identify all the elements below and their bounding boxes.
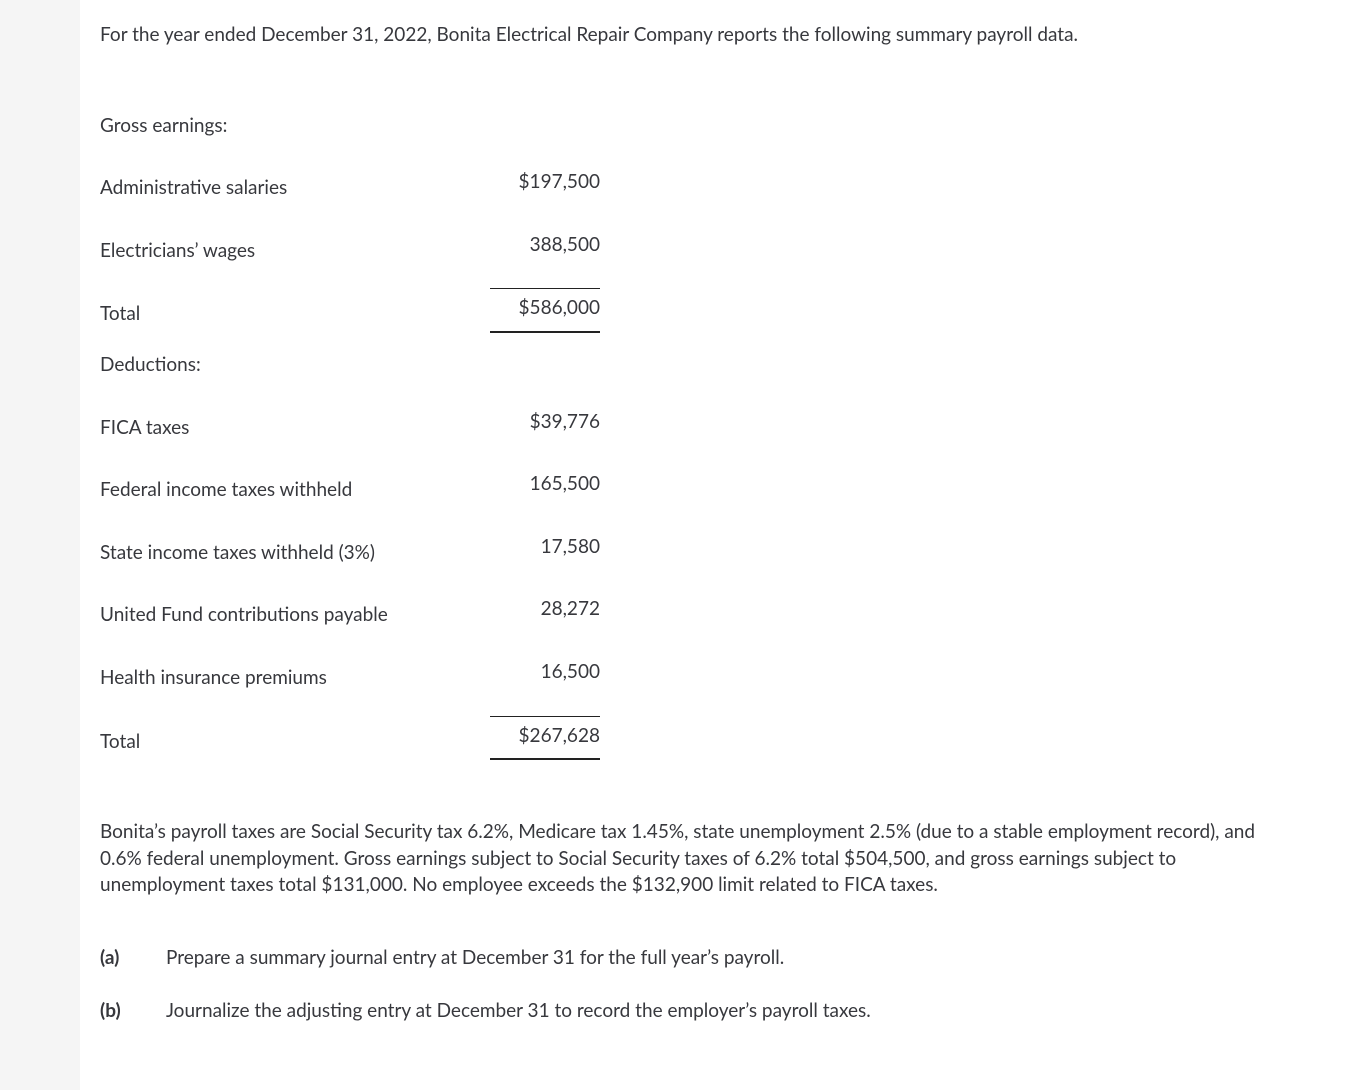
deduction-row-label: Federal income taxes withheld	[100, 453, 460, 516]
question-text: Prepare a summary journal entry at Decem…	[166, 945, 784, 972]
blank-cell	[460, 340, 600, 391]
gross-row: Administrative salaries $197,500	[100, 151, 600, 214]
gross-total-row: Total $586,000	[100, 276, 600, 340]
deduction-row-amount: 28,272	[490, 590, 600, 629]
deductions-total-amount: $267,628	[490, 716, 600, 756]
footnote-paragraph: Bonita’s payroll taxes are Social Securi…	[100, 819, 1300, 899]
deduction-row: FICA taxes $39,776	[100, 391, 600, 454]
deductions-heading: Deductions:	[100, 340, 460, 391]
question-row: (a) Prepare a summary journal entry at D…	[100, 945, 1332, 972]
gross-row-amount: 388,500	[490, 226, 600, 265]
payroll-table: Gross earnings: Administrative salaries …	[100, 101, 600, 768]
deduction-row-label: FICA taxes	[100, 391, 460, 454]
problem-sheet: For the year ended December 31, 2022, Bo…	[80, 0, 1352, 1090]
question-row: (b) Journalize the adjusting entry at De…	[100, 998, 1332, 1025]
deduction-row-amount: 17,580	[490, 528, 600, 567]
deduction-row-label: State income taxes withheld (3%)	[100, 516, 460, 579]
gross-row: Electricians’ wages 388,500	[100, 214, 600, 277]
gross-heading-row: Gross earnings:	[100, 101, 600, 152]
deductions-heading-row: Deductions:	[100, 340, 600, 391]
deduction-row-amount: 165,500	[490, 465, 600, 504]
gross-row-label: Administrative salaries	[100, 151, 460, 214]
deduction-row: Federal income taxes withheld 165,500	[100, 453, 600, 516]
gross-total-amount: $586,000	[490, 288, 600, 328]
question-key: (a)	[100, 945, 166, 972]
deduction-row-amount: $39,776	[490, 403, 600, 442]
gross-total-label: Total	[100, 276, 460, 340]
gross-heading: Gross earnings:	[100, 101, 460, 152]
gross-row-label: Electricians’ wages	[100, 214, 460, 277]
deduction-row-label: Health insurance premiums	[100, 641, 460, 704]
deductions-total-label: Total	[100, 704, 460, 768]
blank-cell	[460, 101, 600, 152]
question-text: Journalize the adjusting entry at Decemb…	[166, 998, 871, 1025]
deduction-row: State income taxes withheld (3%) 17,580	[100, 516, 600, 579]
deduction-row-label: United Fund contributions payable	[100, 578, 460, 641]
deduction-row: Health insurance premiums 16,500	[100, 641, 600, 704]
intro-paragraph: For the year ended December 31, 2022, Bo…	[100, 22, 1332, 49]
deductions-total-row: Total $267,628	[100, 704, 600, 768]
question-key: (b)	[100, 998, 166, 1025]
deduction-row: United Fund contributions payable 28,272	[100, 578, 600, 641]
deduction-row-amount: 16,500	[490, 653, 600, 692]
page: For the year ended December 31, 2022, Bo…	[0, 0, 1352, 1090]
gross-row-amount: $197,500	[490, 163, 600, 202]
